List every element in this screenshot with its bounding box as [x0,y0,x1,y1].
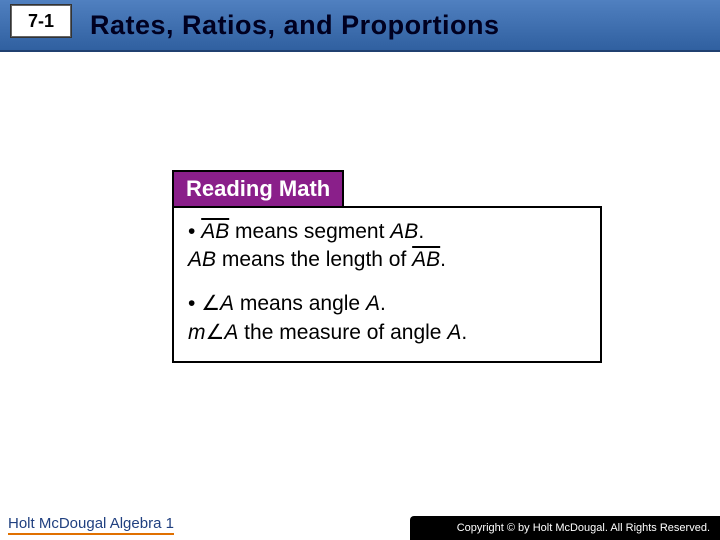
period: . [418,220,424,243]
bullet: • [188,220,201,243]
angle-a2: A [366,292,380,315]
ab-ital: AB [188,248,216,271]
text: means angle [234,292,366,315]
callout-body: • AB means segment AB. AB means the leng… [172,206,602,363]
footer-right: Copyright © by Holt McDougal. All Rights… [410,516,720,540]
text: means the length of [216,248,412,271]
callout-line-1: • AB means segment AB. [188,218,586,246]
reading-math-callout: Reading Math • AB means segment AB. AB m… [172,170,602,363]
callout-line-2: AB means the length of AB. [188,246,586,274]
callout-line-3: • ∠A means angle A. [188,289,586,318]
period: . [440,248,446,271]
angle-a: A [224,321,238,344]
text: means segment [229,220,390,243]
segment-ab-overline: AB [201,220,229,243]
ab-overline: AB [412,248,440,271]
callout-line-4: m∠A the measure of angle A. [188,318,586,347]
m-ital: m [188,321,206,344]
section-number-badge: 7-1 [10,4,72,38]
header-bar: 7-1 Rates, Ratios, and Proportions [0,0,720,52]
footer-left: Holt McDougal Algebra 1 [8,515,174,532]
angle-a: A [220,292,234,315]
segment-ab-ital: AB [390,220,418,243]
footer-book-title: Holt McDougal Algebra 1 [8,515,174,535]
text: the measure of angle [238,321,447,344]
bullet: • [188,292,201,315]
angle-icon: ∠ [201,289,220,317]
page-title: Rates, Ratios, and Proportions [90,10,500,41]
callout-header: Reading Math [172,170,344,206]
angle-icon: ∠ [206,318,225,346]
copyright-text: Copyright © by Holt McDougal. All Rights… [457,522,710,534]
period: . [461,321,467,344]
angle-a2: A [447,321,461,344]
callout-block-2: • ∠A means angle A. m∠A the measure of a… [188,289,586,348]
section-number: 7-1 [28,11,54,32]
callout-block-1: • AB means segment AB. AB means the leng… [188,218,586,275]
period: . [380,292,386,315]
